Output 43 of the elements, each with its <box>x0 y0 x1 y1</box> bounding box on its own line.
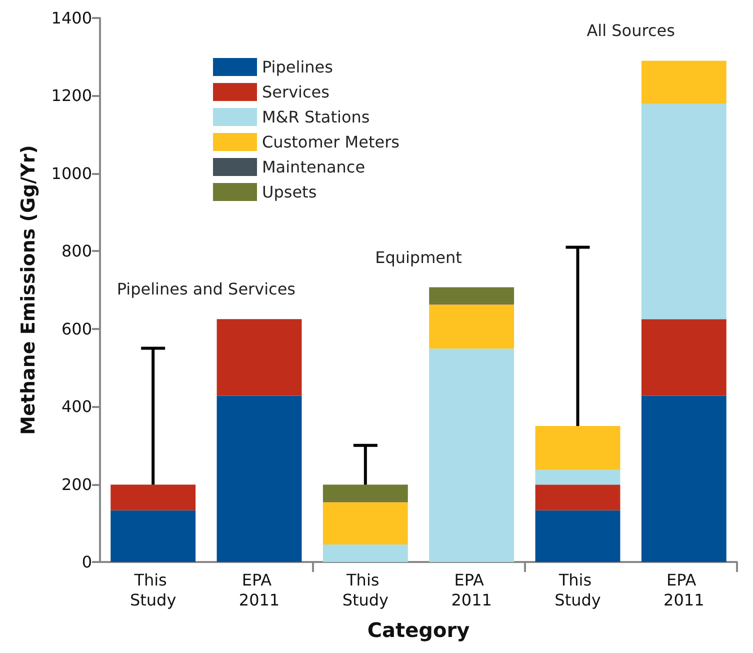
x-tick-label: This Study <box>554 570 601 610</box>
y-tick-label: 400 <box>61 397 92 416</box>
bar <box>641 104 726 320</box>
annotation: Equipment <box>375 248 462 267</box>
bar <box>216 396 302 562</box>
y-tick-label: 1200 <box>51 86 92 106</box>
annotation: Pipelines and Services <box>116 280 296 299</box>
x-tick-label: EPA 2011 <box>238 570 280 610</box>
y-tick-label: 0 <box>82 552 92 572</box>
x-tick-label: EPA 2011 <box>664 570 704 610</box>
bar <box>641 319 726 396</box>
bar <box>535 510 620 562</box>
bar <box>535 426 620 470</box>
bar <box>429 287 514 304</box>
legend-label: Services <box>262 82 330 102</box>
legend-label: Customer Meters <box>262 132 400 152</box>
bar <box>641 396 726 562</box>
bar <box>535 484 620 510</box>
legend-label: M&R Stations <box>262 108 370 126</box>
y-axis-title: Methane Emissions (Gg/Yr) <box>18 145 40 435</box>
legend-label: Pipelines <box>262 58 333 76</box>
x-tick-label: EPA 2011 <box>451 570 492 610</box>
x-axis-title: Category <box>367 618 470 642</box>
x-tick-label: This Study <box>342 570 389 610</box>
bar <box>110 484 196 510</box>
y-tick-label: 1400 <box>51 8 92 28</box>
bar <box>641 60 726 104</box>
legend-label: Maintenance <box>262 158 366 176</box>
bar <box>535 470 620 485</box>
bar <box>322 544 408 562</box>
bar <box>322 502 408 545</box>
annotation: All Sources <box>586 21 675 40</box>
bar <box>110 510 196 562</box>
bar <box>322 484 408 502</box>
bar <box>429 348 514 562</box>
y-tick-label: 200 <box>61 474 92 494</box>
x-tick-label: This Study <box>130 570 176 610</box>
y-tick-label: 1000 <box>51 164 92 183</box>
legend-label: Upsets <box>262 182 317 202</box>
bar <box>216 319 302 396</box>
y-tick-label: 800 <box>61 242 92 261</box>
bar <box>429 304 514 349</box>
y-tick-label: 600 <box>61 319 92 338</box>
